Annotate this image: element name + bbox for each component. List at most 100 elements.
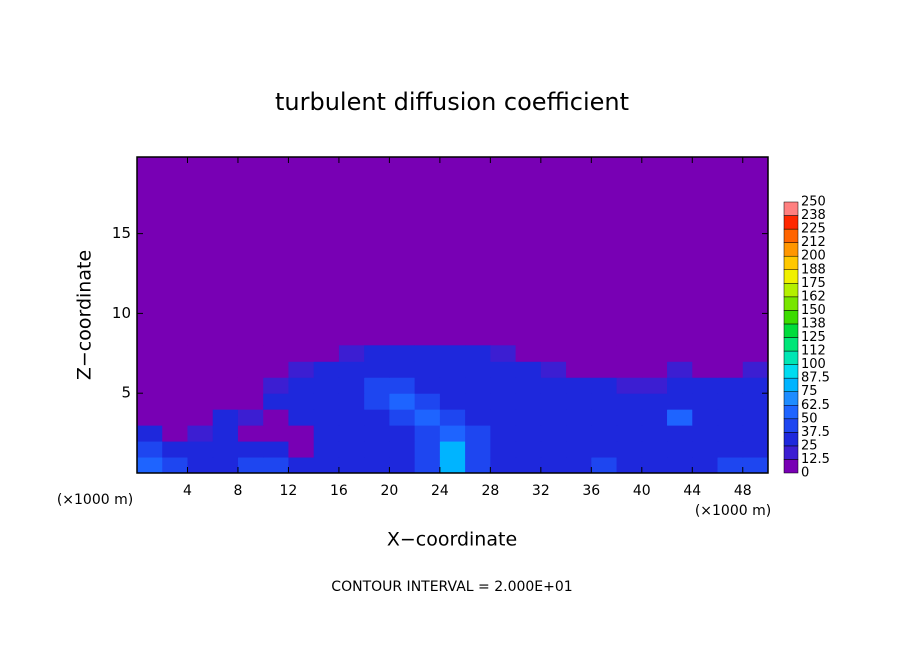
field-cell [515, 409, 542, 426]
field-cell [616, 345, 643, 362]
field-cell [162, 441, 188, 458]
field-cell [490, 345, 517, 362]
field-cell [212, 425, 239, 442]
field-cell [313, 345, 340, 362]
axis-unit: (×1000 m) [695, 503, 771, 519]
field-cell [237, 345, 264, 362]
colorbar-label: 188 [801, 262, 826, 277]
field-cell [566, 345, 592, 362]
field-cell [237, 393, 264, 410]
field-cell [237, 425, 264, 442]
field-cell [540, 457, 567, 474]
field-cell [237, 457, 264, 474]
colorbar-label: 75 [801, 384, 818, 399]
field-cell [515, 377, 542, 394]
field-cell [616, 361, 643, 378]
colorbar-band [783, 337, 799, 352]
field-cell [641, 457, 668, 474]
field-cell [162, 457, 188, 474]
field-cell [263, 425, 289, 442]
field-cell [490, 441, 517, 458]
x-tick-label: 44 [683, 483, 701, 499]
field-cell [364, 361, 390, 378]
field-cell [717, 377, 744, 394]
colorbar-label: 50 [801, 411, 818, 426]
colorbar-label: 138 [801, 316, 826, 331]
field-cell [162, 361, 188, 378]
field-cell [465, 345, 491, 362]
colorbar-label: 0 [801, 466, 809, 481]
field-cell [566, 425, 592, 442]
field-cell [263, 457, 289, 474]
x-tick-label: 32 [532, 483, 550, 499]
field-cell [187, 377, 214, 394]
field-cell [641, 425, 668, 442]
field-cell [288, 393, 315, 410]
field-cell [313, 393, 340, 410]
x-tick-label: 48 [734, 483, 752, 499]
field-cell [566, 457, 592, 474]
field-cell [490, 457, 517, 474]
field-cell [288, 409, 315, 426]
field-cell [338, 425, 365, 442]
field-cell [187, 361, 214, 378]
field-cell [641, 441, 668, 458]
field-cell [465, 377, 491, 394]
field-cell [439, 425, 466, 442]
field-cell [717, 425, 744, 442]
field-cell [641, 345, 668, 362]
field-cell [162, 425, 188, 442]
field-cell [641, 409, 668, 426]
field-cell [692, 393, 719, 410]
field-cell [313, 377, 340, 394]
colorbar-band [783, 432, 799, 447]
colorbar-band [783, 459, 799, 474]
field-cell [566, 441, 592, 458]
field-cell [288, 345, 315, 362]
field-cell [717, 457, 744, 474]
y-tick-label: 10 [112, 304, 131, 322]
field-cell [187, 441, 214, 458]
field-cell [237, 377, 264, 394]
field-cell [137, 393, 163, 410]
field-cell [187, 393, 214, 410]
field-cell [591, 345, 618, 362]
field-cell [692, 457, 719, 474]
field-cell [263, 377, 289, 394]
field-cell [187, 457, 214, 474]
field-cell [187, 425, 214, 442]
field-cell [137, 361, 163, 378]
field-cell [742, 377, 769, 394]
field-cell [515, 361, 542, 378]
field-cell [389, 345, 416, 362]
field-cell [162, 409, 188, 426]
field-cell [616, 441, 643, 458]
field-cell [364, 457, 390, 474]
field-cell [490, 393, 517, 410]
field-cell [389, 393, 416, 410]
footnote: CONTOUR INTERVAL = 2.000E+01 [331, 579, 572, 595]
colorbar-band [783, 228, 799, 243]
colorbar-band [783, 323, 799, 338]
field-cell [742, 409, 769, 426]
field-cell [439, 457, 466, 474]
colorbar-label: 175 [801, 276, 826, 291]
field-cell [566, 409, 592, 426]
field-cell [692, 441, 719, 458]
x-tick-label: 12 [280, 483, 298, 499]
field-cell [137, 345, 163, 362]
x-tick-label: 16 [330, 483, 348, 499]
field-cell [137, 441, 163, 458]
colorbar-band [783, 215, 799, 230]
field-cell [364, 377, 390, 394]
field-cell [717, 393, 744, 410]
field-cell [414, 425, 441, 442]
field-cell [439, 393, 466, 410]
field-cell [364, 441, 390, 458]
field-cell [490, 409, 517, 426]
field-cell [540, 393, 567, 410]
colorbar-band [783, 242, 799, 257]
colorbar-label: 62.5 [801, 398, 830, 413]
field-cell [465, 457, 491, 474]
